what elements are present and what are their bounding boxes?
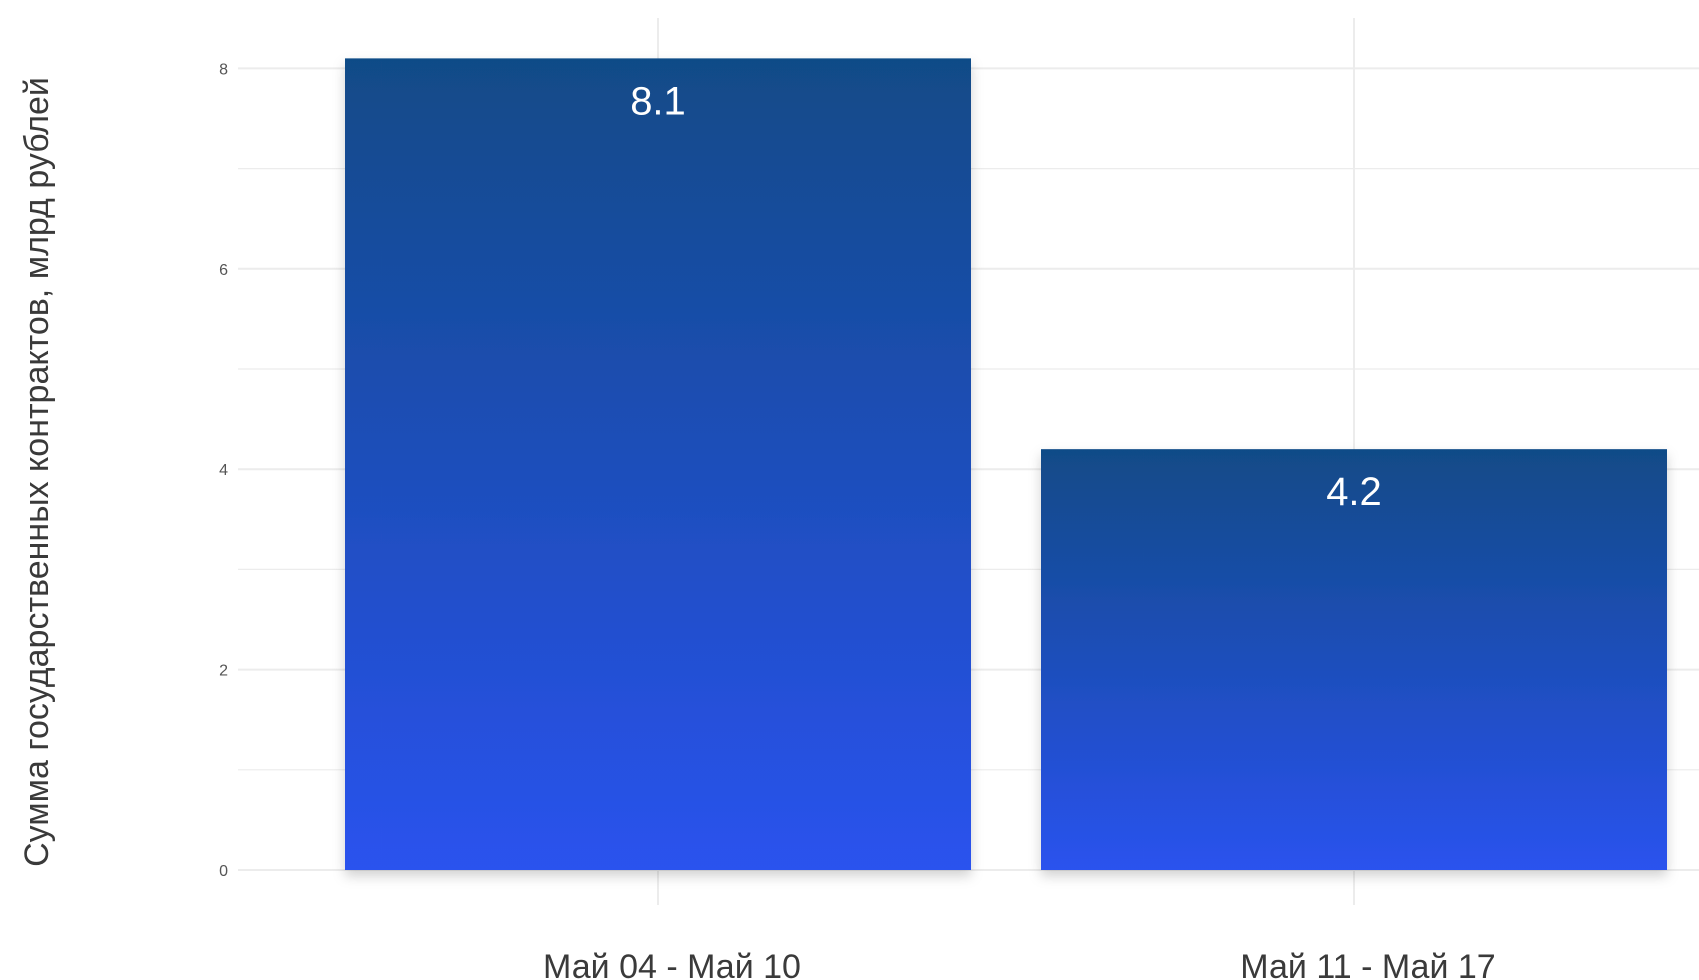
bar (1041, 449, 1667, 870)
y-axis-title: Сумма государственных контрактов, млрд р… (18, 77, 56, 867)
x-axis-ticks: Май 04 - Май 10 Май 11 - Май 17 (543, 948, 1496, 980)
x-tick-label: Май 11 - Май 17 (1240, 948, 1495, 980)
bar-data-label: 4.2 (1326, 470, 1382, 514)
y-tick-label: 0 (219, 863, 228, 880)
y-axis-ticks: 0 2 4 6 8 (219, 61, 228, 880)
bar-data-label: 8.1 (630, 79, 686, 123)
bars (345, 58, 1667, 870)
y-tick-label: 4 (219, 462, 228, 479)
x-tick-label: Май 04 - Май 10 (543, 948, 801, 980)
y-tick-label: 6 (219, 262, 228, 279)
y-tick-label: 8 (219, 61, 228, 78)
y-tick-label: 2 (219, 663, 228, 680)
bar (345, 58, 971, 870)
data-labels: 8.1 4.2 (630, 79, 1382, 514)
